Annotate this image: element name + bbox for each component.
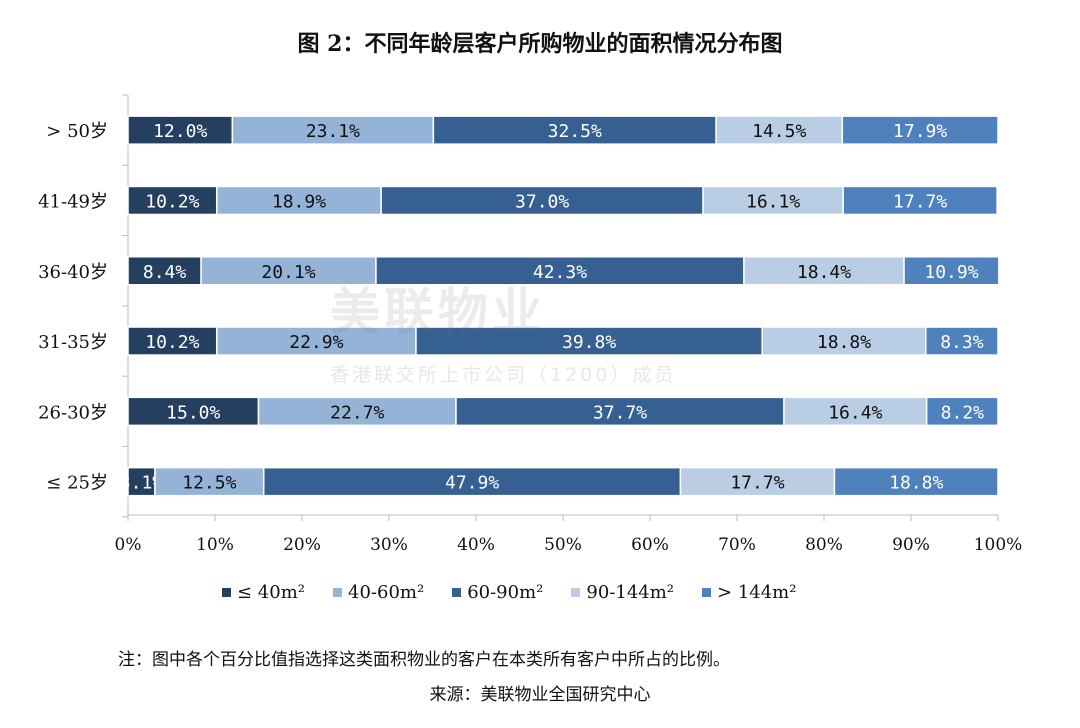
data-label: 22.7% <box>330 402 384 423</box>
x-tick-label: 100% <box>974 535 1023 555</box>
x-tick-label: 60% <box>631 535 669 555</box>
data-label: 39.8% <box>562 332 616 353</box>
legend-item: 40-60m² <box>333 582 424 603</box>
legend-item: ≤ 40m² <box>222 582 305 603</box>
data-label: 47.9% <box>445 473 499 494</box>
bar-segment <box>679 466 836 497</box>
bar-segment <box>127 185 218 216</box>
x-tick-label: 80% <box>805 535 843 555</box>
x-tick-label: 30% <box>370 535 408 555</box>
bar-segment <box>715 115 844 145</box>
data-label: 16.1% <box>746 191 800 212</box>
data-label: 16.4% <box>828 402 882 423</box>
legend-swatch <box>571 588 581 597</box>
category-label: 41-49岁 <box>38 191 108 212</box>
legend: ≤ 40m² 40-60m² 60-90m² 90-144m² > 144m² <box>222 582 796 603</box>
data-label: 14.5% <box>752 121 806 142</box>
data-label: 18.9% <box>272 191 326 212</box>
category-label: 36-40岁 <box>38 262 108 283</box>
x-tick-label: 10% <box>196 535 234 555</box>
data-label: 8.3% <box>940 332 984 353</box>
bar-segment <box>380 185 704 216</box>
bar-segment <box>432 115 717 145</box>
bar-segment <box>903 256 1000 286</box>
data-label: 23.1% <box>306 121 360 142</box>
x-tick-label: 90% <box>892 535 930 555</box>
x-tick-label: 40% <box>457 535 495 555</box>
data-label: 18.4% <box>797 262 851 283</box>
data-label: 12.5% <box>182 473 236 494</box>
x-tick-label: 70% <box>718 535 756 555</box>
bar-segment <box>783 396 928 427</box>
bar-segment <box>415 326 763 356</box>
legend-label: ≤ 40m² <box>237 582 305 603</box>
bar-segment <box>455 396 785 427</box>
watermark-logo: 美联物业 <box>330 283 546 341</box>
bar-segment <box>127 256 202 286</box>
category-label: 31-35岁 <box>38 332 108 353</box>
bar-segment <box>743 256 905 286</box>
legend-label: 40-60m² <box>348 582 425 603</box>
data-label: 32.5% <box>548 121 602 142</box>
data-label: 8.4% <box>143 262 187 283</box>
legend-item: 60-90m² <box>452 582 543 603</box>
data-label: 17.9% <box>893 121 947 142</box>
data-label: 15.0% <box>166 402 220 423</box>
bar-segment <box>761 326 927 356</box>
bar-segment <box>200 256 377 286</box>
bar-segment <box>375 256 745 286</box>
data-label: 10.2% <box>145 332 199 353</box>
x-tick-label: 20% <box>283 535 321 555</box>
legend-swatch <box>452 588 462 597</box>
legend-item: 90-144m² <box>571 582 674 603</box>
x-tick-label: 50% <box>544 535 582 555</box>
legend-item: > 144m² <box>702 582 796 603</box>
category-label: 26-30岁 <box>38 402 108 423</box>
bar-segment <box>154 466 265 497</box>
watermark-subtitle: 香港联交所上市公司（1200）成员 <box>330 364 677 386</box>
data-label: 18.8% <box>817 332 871 353</box>
chart-title: 图 2：不同年龄层客户所购物业的面积情况分布图 <box>297 31 783 57</box>
data-label: 10.9% <box>924 262 978 283</box>
data-label: 20.1% <box>261 262 315 283</box>
data-label: 17.7% <box>893 191 947 212</box>
chart-source: 来源：美联物业全国研究中心 <box>429 685 651 705</box>
data-label: 37.7% <box>593 402 647 423</box>
data-label: 12.0% <box>153 121 207 142</box>
legend-swatch <box>702 588 712 597</box>
bar-segment <box>231 115 435 145</box>
data-label: 18.8% <box>889 473 943 494</box>
data-label: 8.2% <box>941 402 985 423</box>
bar-segment <box>925 396 999 427</box>
bar-segment <box>841 115 999 145</box>
data-label: 22.9% <box>289 332 343 353</box>
legend-swatch <box>333 588 342 597</box>
bar-segment <box>127 326 218 356</box>
legend-label: > 144m² <box>717 582 797 603</box>
legend-swatch <box>222 588 231 597</box>
data-label: 10.2% <box>145 191 199 212</box>
bar-segment <box>842 185 998 216</box>
x-tick-label: 0% <box>115 535 142 555</box>
legend-label: 90-144m² <box>586 582 675 603</box>
data-label: 42.3% <box>533 262 587 283</box>
category-label: > 50岁 <box>46 121 108 142</box>
bar-segment <box>127 115 234 145</box>
legend-label: 60-90m² <box>467 582 544 603</box>
data-label: 17.7% <box>730 473 784 494</box>
chart-note: 注：图中各个百分比值指选择这类面积物业的客户在本类所有客户中所占的比例。 <box>118 650 730 670</box>
data-label: 3.1% <box>120 473 164 494</box>
bar-segment <box>833 466 999 497</box>
category-label: ≤ 25岁 <box>46 473 108 494</box>
bar-segment <box>215 326 417 356</box>
bar-segment <box>257 396 457 427</box>
data-label: 37.0% <box>515 191 569 212</box>
bar-segment <box>925 326 999 356</box>
